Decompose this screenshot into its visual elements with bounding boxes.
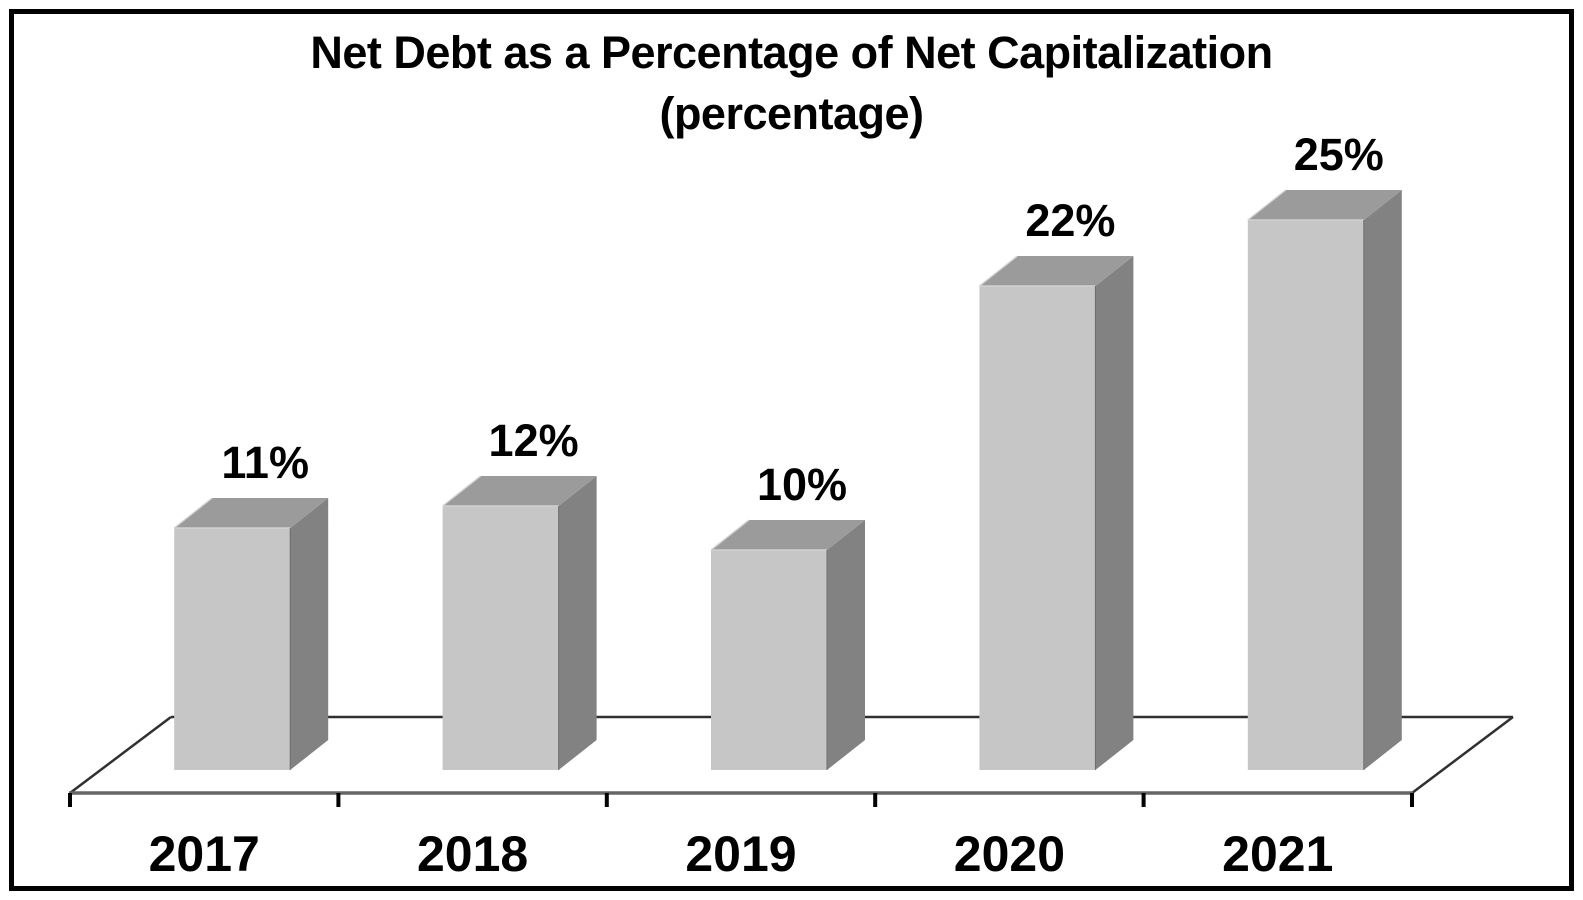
- bar-side-face: [290, 498, 329, 770]
- bar-front-face: [1247, 220, 1364, 770]
- bar-left-edge-highlight: [710, 519, 750, 551]
- x-axis-tick: [1410, 793, 1414, 807]
- x-axis-tick: [336, 793, 341, 807]
- chart-header: Net Debt as a Percentage of Net Capitali…: [0, 22, 1583, 144]
- bar-left-edge-highlight: [442, 475, 482, 507]
- x-axis-tick: [68, 793, 72, 807]
- bar-value-label: 22%: [1025, 195, 1115, 246]
- chart-title: Net Debt as a Percentage of Net Capitali…: [310, 27, 1273, 78]
- floor-left-edge: [69, 716, 172, 794]
- x-axis-tick: [604, 793, 609, 807]
- bar-front-face: [711, 550, 827, 770]
- bar-value-label: 25%: [1294, 129, 1384, 180]
- bar-side-face: [558, 476, 597, 770]
- bar-left-edge-highlight: [978, 255, 1018, 287]
- bar-left-edge-highlight: [1247, 189, 1287, 221]
- category-label: 2020: [954, 826, 1065, 882]
- category-label: 2021: [1222, 826, 1333, 882]
- x-axis-tick: [1141, 793, 1146, 807]
- bar-side-face: [1363, 190, 1402, 770]
- bar-value-label: 11%: [221, 437, 309, 488]
- category-label: 2017: [149, 826, 260, 882]
- bar-value-label: 10%: [757, 459, 847, 510]
- bar-top-face: [711, 520, 865, 550]
- bar-value-label: 12%: [489, 415, 579, 466]
- bar-top-face: [1247, 190, 1402, 220]
- chart-subtitle: (percentage): [659, 88, 924, 139]
- bar-front-face: [442, 506, 559, 770]
- bar-top-face: [442, 476, 597, 506]
- bar-left-edge-highlight: [173, 497, 213, 529]
- bar-top-face: [979, 256, 1134, 286]
- floor-right-edge: [1411, 716, 1514, 794]
- category-label: 2018: [417, 826, 528, 882]
- bar-side-face: [827, 520, 865, 770]
- bar-front-face: [979, 286, 1096, 770]
- bar-side-face: [1095, 256, 1134, 770]
- x-axis-tick: [873, 793, 878, 807]
- category-label: 2019: [685, 826, 796, 882]
- bar-top-face: [174, 498, 329, 528]
- bar-front-face: [174, 528, 291, 770]
